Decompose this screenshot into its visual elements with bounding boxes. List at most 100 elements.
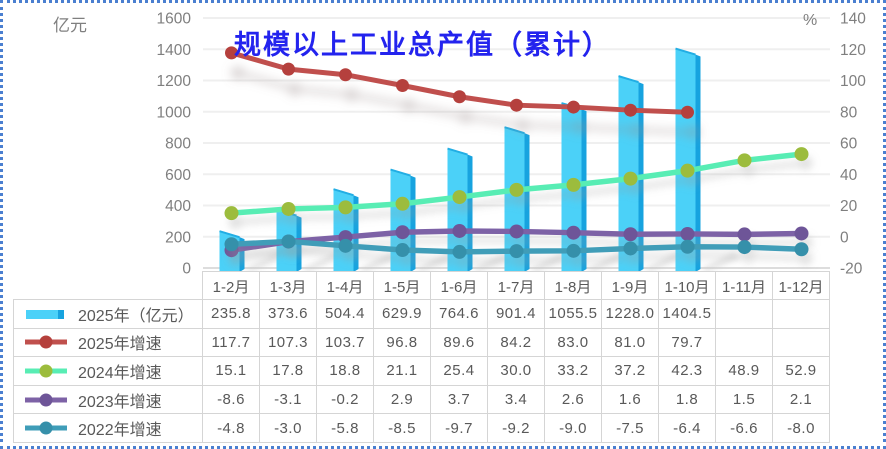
legend-cell: 2023年增速	[13, 384, 203, 415]
right-axis-tick: 0	[840, 229, 849, 246]
value-cell: -8.6	[202, 384, 260, 415]
bar-floor-shadow	[529, 252, 570, 272]
value-cell: -9.2	[487, 413, 545, 443]
value-cell: 83.0	[544, 327, 602, 358]
data-point	[224, 237, 239, 252]
value-cell: 107.3	[259, 327, 317, 358]
category-cell: 1-11月	[715, 271, 773, 301]
data-point	[395, 196, 410, 211]
line-series-2025年增速	[225, 46, 694, 119]
category-cell: 1-8月	[544, 271, 602, 301]
data-point	[623, 171, 638, 186]
bar-floor-shadow	[586, 252, 627, 272]
right-axis-unit-label: %	[803, 12, 818, 29]
value-cell: 1228.0	[601, 299, 659, 329]
legend-line-icon	[25, 335, 67, 349]
category-header-row: 1-2月 1-3月 1-4月 1-5月 1-6月 1-7月 1-8月 1-9月 1-10月 1-1…	[202, 271, 830, 301]
value-cell: 1404.5	[658, 299, 716, 329]
value-cell: 81.0	[601, 327, 659, 358]
data-point	[623, 241, 638, 256]
bar-floor-shadow	[643, 252, 684, 272]
data-point	[338, 238, 353, 253]
value-cell: 15.1	[202, 356, 260, 386]
value-cell: -9.7	[430, 413, 488, 443]
value-cell	[772, 327, 830, 358]
value-cell: 764.6	[430, 299, 488, 329]
data-point	[680, 163, 695, 178]
value-cell	[715, 327, 773, 358]
value-cell: -0.2	[316, 384, 374, 415]
value-cell	[772, 299, 830, 329]
left-axis-tick: 1600	[157, 11, 192, 28]
value-cell: 3.4	[487, 384, 545, 415]
value-cell: -3.0	[259, 413, 317, 443]
left-axis-tick: 200	[165, 229, 191, 246]
right-axis-tick: 20	[840, 198, 858, 215]
category-cell: 1-2月	[202, 271, 260, 301]
data-point	[567, 100, 580, 114]
left-axis-tick: 800	[165, 136, 191, 153]
value-cell: 901.4	[487, 299, 545, 329]
value-cell: 235.8	[202, 299, 260, 329]
legend-cell: 2022年增速	[13, 413, 203, 443]
data-point	[395, 225, 410, 240]
right-axis-tick: 40	[840, 167, 858, 184]
value-cell: 2.1	[772, 384, 830, 415]
value-cell: 1055.5	[544, 299, 602, 329]
value-cell: 48.9	[715, 356, 773, 386]
bar-floor-shadow	[472, 252, 513, 272]
value-cell: -7.5	[601, 413, 659, 443]
value-cell: 52.9	[772, 356, 830, 386]
data-table: 2025年（亿元） 235.8 373.6 504.4 629.9 764.6 901.4 1…	[13, 299, 830, 443]
value-cell: 103.7	[316, 327, 374, 358]
value-cell: 3.7	[430, 384, 488, 415]
value-cell: 25.4	[430, 356, 488, 386]
right-axis-tick: 120	[840, 42, 866, 59]
value-cell: 96.8	[373, 327, 431, 358]
legend-label: 2024年增速	[78, 364, 162, 382]
value-cell: 79.7	[658, 327, 716, 358]
bar-floor-shadow	[415, 252, 456, 272]
category-cell: 1-3月	[259, 271, 317, 301]
value-cell: -8.0	[772, 413, 830, 443]
value-cell: 117.7	[202, 327, 260, 358]
data-point	[566, 225, 581, 240]
bar-floor-shadow	[244, 252, 285, 272]
data-point	[737, 153, 752, 168]
data-point	[225, 46, 238, 60]
data-point	[339, 68, 352, 82]
bar-floor-shadow	[301, 252, 342, 272]
left-axis-tick: 1000	[157, 104, 192, 121]
right-axis-tick: 100	[840, 73, 866, 90]
legend-line-icon	[25, 393, 67, 407]
data-point	[681, 105, 694, 119]
value-cell: -6.6	[715, 413, 773, 443]
value-cell: 18.8	[316, 356, 374, 386]
data-point	[566, 177, 581, 192]
left-axis-tick: 0	[182, 261, 191, 276]
data-point	[680, 226, 695, 241]
legend-label: 2023年增速	[78, 393, 162, 411]
value-cell: 1.5	[715, 384, 773, 415]
value-cell: -8.5	[373, 413, 431, 443]
data-point	[281, 234, 296, 249]
data-point	[794, 242, 809, 257]
bar-floor-shadow	[358, 252, 399, 272]
data-point	[623, 227, 638, 242]
value-cell: -9.0	[544, 413, 602, 443]
bar-1-10月	[675, 47, 701, 272]
category-cell: 1-10月	[658, 271, 716, 301]
category-cell: 1-12月	[772, 271, 830, 301]
data-point	[281, 201, 296, 216]
value-cell: 30.0	[487, 356, 545, 386]
value-cell: 84.2	[487, 327, 545, 358]
value-cell: 1.8	[658, 384, 716, 415]
value-cell: 21.1	[373, 356, 431, 386]
data-point	[680, 239, 695, 254]
category-cell: 1-7月	[487, 271, 545, 301]
data-point	[737, 227, 752, 242]
right-axis-tick: -20	[840, 261, 863, 276]
value-cell: 33.2	[544, 356, 602, 386]
data-point	[452, 190, 467, 205]
legend-cell: 2025年增速	[13, 327, 203, 358]
